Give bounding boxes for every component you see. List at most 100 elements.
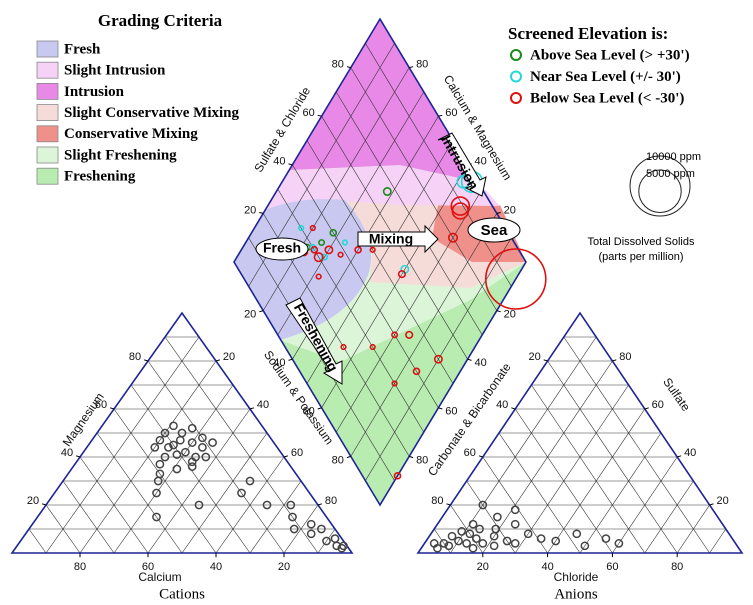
- anion-point: [475, 524, 484, 534]
- cation-point: [317, 524, 326, 534]
- legend-label: Slight Conservative Mixing: [64, 105, 239, 121]
- legend-swatch: [36, 83, 59, 100]
- grid-line: [181, 432, 268, 554]
- cation-point: [262, 500, 272, 510]
- tds-title: Total Dissolved Solids: [588, 236, 695, 248]
- legend-label: Below Sea Level (< -30'): [530, 90, 684, 106]
- tick-label: 60: [445, 406, 457, 418]
- tick-label: 80: [74, 561, 86, 573]
- tick-label: 20: [27, 495, 39, 507]
- tick-mark: [283, 455, 289, 458]
- legend-label: Conservative Mixing: [64, 126, 198, 142]
- sample-point: [340, 343, 347, 351]
- tick-label: 60: [445, 107, 457, 119]
- legend-swatch: [36, 146, 59, 164]
- tick-label: 40: [474, 156, 486, 168]
- cation-point: [194, 500, 204, 510]
- tick-label: 80: [416, 454, 428, 466]
- tick-label: 80: [671, 561, 683, 573]
- sample-point: [321, 253, 329, 261]
- criteria-legend: Grading Criteria Fresh Slight Intrusion In…: [36, 11, 239, 185]
- tick-mark: [677, 455, 682, 458]
- anion-point: [572, 529, 582, 539]
- tick-mark: [467, 358, 472, 361]
- region-intrusion: [289, 19, 478, 182]
- sample-point: [382, 187, 392, 197]
- tick-mark: [409, 66, 414, 69]
- tick-mark: [259, 310, 264, 313]
- tick-label: 80: [325, 495, 337, 507]
- tick-mark: [438, 114, 443, 117]
- anion-point: [454, 536, 463, 546]
- tick-mark: [644, 407, 649, 410]
- tick-mark: [288, 358, 293, 361]
- tick-mark: [215, 359, 221, 362]
- grid-line: [147, 360, 285, 554]
- tick-label: 20: [278, 561, 290, 573]
- tick-mark: [496, 310, 501, 313]
- region-slight-intrusion: [265, 165, 500, 210]
- tick-label: 60: [291, 447, 303, 459]
- tick-label: 20: [244, 204, 256, 216]
- sample-point: [341, 239, 349, 246]
- axis-label: Sulfate: [660, 375, 693, 414]
- mixing-arrow: [357, 224, 439, 254]
- sample-point: [310, 246, 319, 254]
- tick-mark: [409, 455, 414, 459]
- caption: Anions: [554, 586, 598, 602]
- fresh-bubble: [255, 237, 309, 261]
- grid-line: [709, 528, 727, 554]
- tick-label: 40: [61, 447, 73, 459]
- anion-point: [462, 539, 471, 548]
- region-label: Mixing: [369, 231, 413, 247]
- tick-mark: [143, 359, 149, 362]
- cation-point: [152, 512, 161, 522]
- cation-point: [181, 447, 190, 457]
- legend-marker: [510, 49, 522, 61]
- tick-label: 60: [302, 107, 314, 119]
- sample-point: [484, 248, 547, 310]
- tick-mark: [496, 212, 501, 214]
- tick-label: 20: [716, 495, 728, 507]
- tick-mark: [109, 407, 115, 410]
- grid-line: [249, 480, 302, 554]
- region-label: Sea: [481, 222, 508, 239]
- tick-label: 60: [606, 561, 618, 573]
- legend-marker: [510, 92, 522, 104]
- anion-point: [491, 524, 501, 534]
- tick-label: 20: [477, 561, 489, 573]
- grid-line: [335, 91, 483, 336]
- tick-label: 40: [496, 399, 508, 411]
- tick-label: 80: [129, 351, 141, 363]
- grid-line: [164, 336, 319, 554]
- tick-label: 20: [504, 204, 516, 216]
- legend-label: Fresh: [64, 41, 101, 57]
- anion-point: [614, 539, 624, 548]
- anion-point: [523, 529, 533, 539]
- cation-point: [175, 435, 185, 445]
- cation-point: [208, 438, 217, 447]
- grid-line: [563, 336, 710, 554]
- sample-point: [354, 246, 362, 254]
- tick-label: 40: [210, 561, 222, 573]
- cation-point: [322, 536, 331, 546]
- legend-label: Near Sea Level (+/- 30'): [530, 69, 681, 85]
- anion-point: [536, 534, 546, 543]
- tick-label: 40: [257, 399, 269, 411]
- tds-subtitle: (parts per million): [599, 251, 684, 263]
- tick-mark: [446, 503, 451, 506]
- anion-point: [580, 541, 590, 551]
- sample-point: [369, 343, 376, 351]
- anion-point: [457, 527, 467, 536]
- cation-point: [160, 452, 170, 462]
- sample-point: [329, 229, 338, 237]
- tick-label: 40: [541, 561, 553, 573]
- sample-point: [397, 270, 406, 279]
- grid-line: [579, 432, 662, 554]
- anion-point: [502, 536, 512, 546]
- cation-point: [155, 435, 165, 445]
- cation-point: [187, 438, 197, 447]
- anion-point: [489, 541, 499, 551]
- region-label: Fresh: [263, 240, 301, 256]
- intrusion-arrow: [437, 132, 487, 197]
